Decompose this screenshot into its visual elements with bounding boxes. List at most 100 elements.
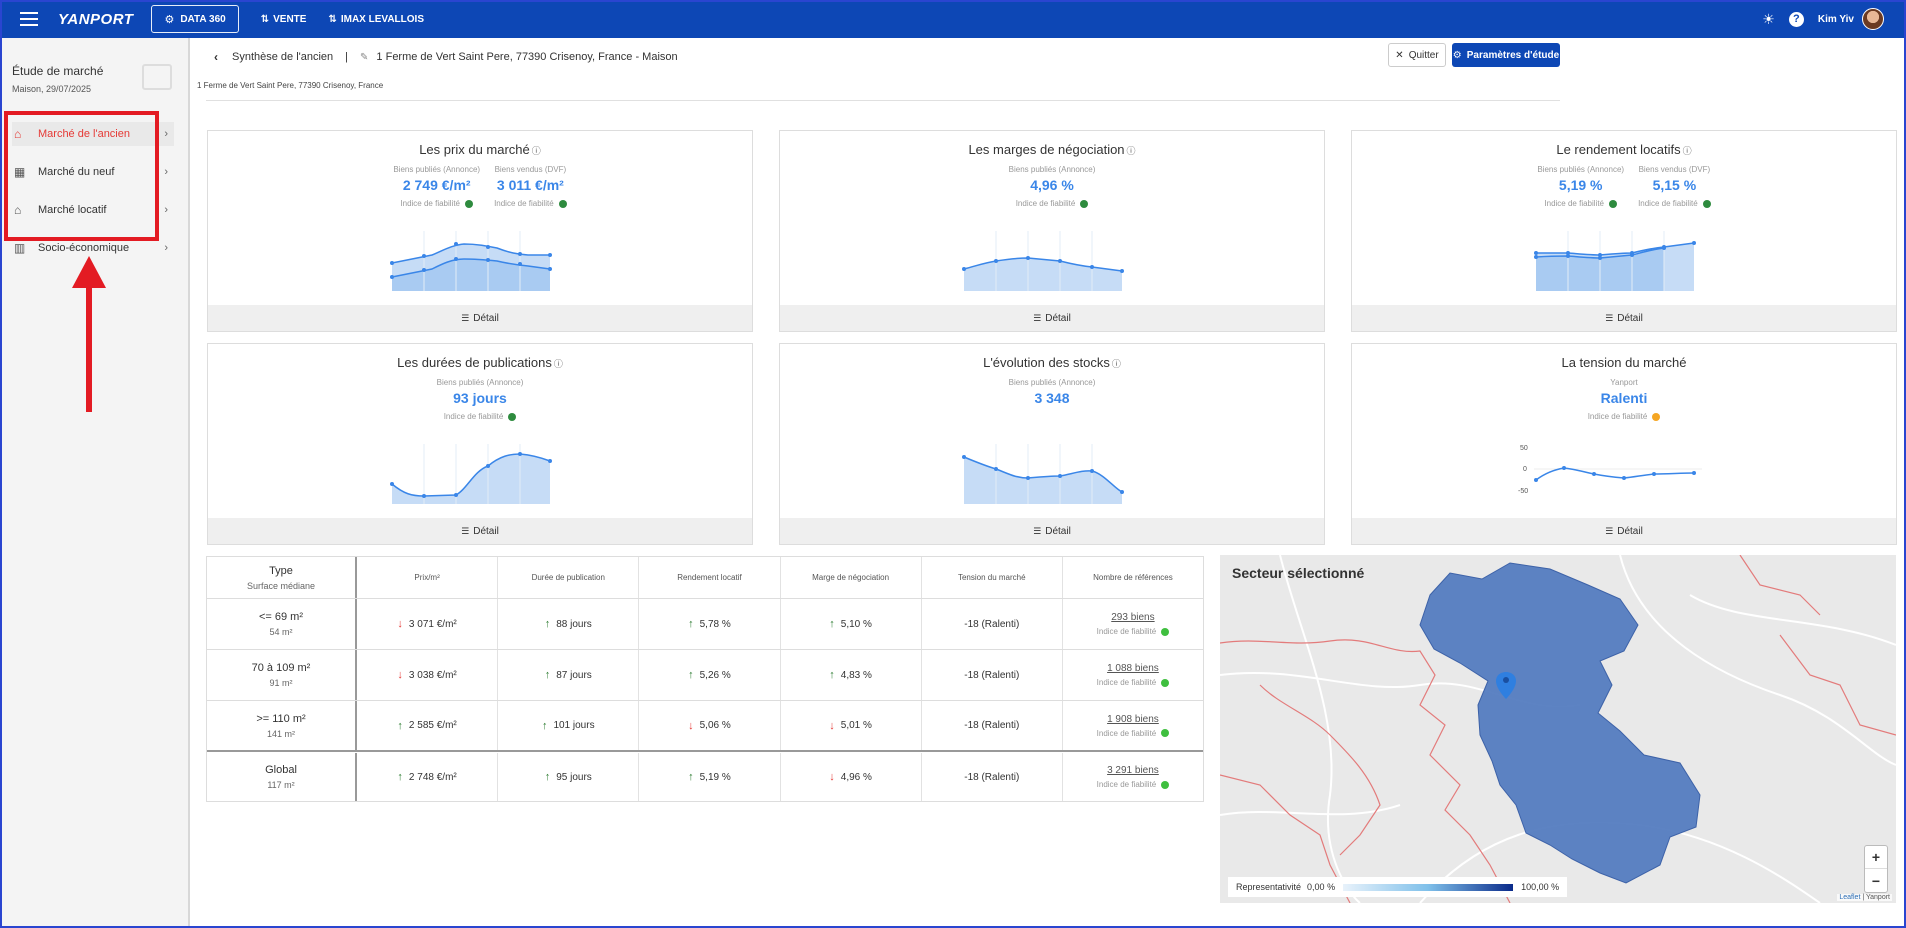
tenant-icon: ⌂ — [14, 203, 22, 217]
metric-label: Biens vendus (DVF) — [1638, 165, 1711, 174]
info-icon[interactable]: ⓘ — [531, 146, 541, 156]
cell-rendement: 5,19 % — [699, 771, 731, 783]
card-title: Les durées de publications — [397, 355, 552, 370]
building-icon: ▦ — [14, 165, 26, 179]
legend-min: 0,00 % — [1307, 882, 1336, 892]
sidebar-item-socio[interactable]: ▥ Socio-économique › — [12, 236, 174, 260]
close-icon: ✕ — [1395, 49, 1404, 61]
reliability-dot — [1161, 780, 1170, 789]
study-subtitle: Maison, 29/07/2025 — [12, 84, 92, 94]
row-type: >= 110 m² — [256, 712, 306, 725]
map-canvas[interactable] — [1220, 555, 1896, 903]
cell-rendement: 5,78 % — [699, 618, 731, 630]
detail-icon: ☰ — [461, 525, 470, 536]
row-type: <= 69 m² — [258, 611, 304, 623]
zoom-out-button[interactable]: − — [1871, 872, 1881, 889]
detail-button[interactable]: ☰ Détail — [1352, 518, 1896, 544]
row-type: 70 à 109 m² — [251, 662, 311, 674]
arrow-down-icon: ↓ — [688, 719, 694, 732]
reliability-dot — [1080, 199, 1089, 208]
arrow-up-icon: ↑ — [688, 618, 694, 630]
arrow-down-icon: ↓ — [397, 669, 403, 681]
breadcrumb-section[interactable]: Synthèse de l'ancien — [232, 51, 334, 63]
sector-map[interactable]: Secteur sélectionné + − Representativité… — [1220, 555, 1896, 903]
vente-link[interactable]: ⇅ VENTE — [261, 14, 307, 25]
edit-icon[interactable]: ✎ — [360, 51, 369, 63]
card-title: Les marges de négociation — [968, 142, 1125, 157]
breadcrumb: ‹ Synthèse de l'ancien | ✎ 1 Ferme de Ve… — [192, 50, 678, 64]
detail-icon: ☰ — [1033, 525, 1042, 536]
card-rendement: Le rendement locatifs ⓘ Biens publiés (An… — [1351, 130, 1897, 332]
study-params-button[interactable]: ⚙ Paramètres d'étude — [1452, 43, 1560, 67]
refs-link[interactable]: 1 088 biens — [1107, 663, 1159, 674]
detail-button[interactable]: ☰ Détail — [780, 305, 1324, 331]
zoom-control: + − — [1864, 845, 1888, 893]
reliability-label: Indice de fiabilité — [1096, 728, 1157, 738]
tick-label: 0 — [1523, 466, 1527, 473]
sidebar-item-neuf[interactable]: ▦ Marché du neuf › — [12, 160, 174, 184]
imax-label: IMAX LEVALLOIS — [340, 13, 424, 25]
user-name[interactable]: Kim Yiv — [1817, 13, 1854, 25]
col-header: Durée de publication — [498, 557, 640, 598]
zoom-in-button[interactable]: + — [1865, 846, 1887, 869]
imax-link[interactable]: ⇅ IMAX LEVALLOIS — [328, 14, 424, 25]
arrow-up-icon: ↑ — [397, 771, 403, 783]
row-surface: 91 m² — [269, 678, 293, 688]
info-icon[interactable]: ⓘ — [553, 359, 563, 369]
data360-button[interactable]: ⚙ DATA 360 — [151, 5, 239, 33]
attribution-text: | Yanport — [1862, 894, 1890, 901]
sidebar-item-ancien[interactable]: ⌂ Marché de l'ancien › — [12, 122, 174, 146]
info-icon[interactable]: ⓘ — [1682, 146, 1692, 156]
annotation-highlight-box — [4, 111, 159, 241]
cell-prix: 3 071 €/m² — [408, 618, 457, 630]
legend-max: 100,00 % — [1521, 882, 1560, 892]
swap-icon: ⇅ — [260, 13, 270, 25]
arrow-up-icon: ↑ — [544, 669, 551, 681]
metric-value: Ralenti — [1600, 390, 1648, 406]
refs-link[interactable]: 3 291 biens — [1107, 765, 1159, 776]
metric-value: 5,15 % — [1652, 177, 1697, 193]
metric-value: 3 011 €/m² — [496, 177, 564, 193]
info-icon[interactable]: ⓘ — [1111, 359, 1121, 369]
back-chevron-icon[interactable]: ‹ — [214, 50, 218, 64]
header-divider — [206, 100, 1560, 101]
cell-duree: 95 jours — [556, 771, 592, 783]
metric-value: 2 749 €/m² — [402, 177, 471, 193]
cell-tension: -18 (Ralenti) — [964, 618, 1020, 630]
refs-link[interactable]: 293 biens — [1111, 612, 1155, 623]
card-durees: Les durées de publications ⓘ Biens publié… — [207, 343, 753, 545]
col-header: Marge de négociation — [781, 557, 922, 598]
reliability-dot — [558, 199, 567, 208]
card-title: Les prix du marché — [419, 142, 530, 157]
sidebar-item-locatif[interactable]: ⌂ Marché locatif › — [12, 198, 174, 222]
cell-duree: 88 jours — [556, 618, 592, 630]
arrow-up-icon: ↑ — [544, 771, 551, 783]
quit-button[interactable]: ✕ Quitter — [1388, 43, 1446, 67]
card-title: L'évolution des stocks — [983, 355, 1110, 370]
menu-icon[interactable] — [20, 12, 38, 26]
detail-button[interactable]: ☰ Détail — [1352, 305, 1896, 331]
detail-button[interactable]: ☰ Détail — [780, 518, 1324, 544]
logo[interactable]: YANPORT — [58, 10, 134, 28]
metric-label: Biens publiés (Annonce) — [1537, 165, 1625, 174]
cell-duree: 87 jours — [556, 669, 592, 681]
chevron-right-icon: › — [164, 166, 168, 178]
info-icon[interactable]: ⓘ — [1126, 146, 1136, 156]
sidebar-item-label: Socio-économique — [38, 242, 130, 254]
detail-label: Détail — [473, 525, 499, 537]
help-icon[interactable]: ? — [1788, 11, 1804, 27]
col-header: Rendement locatif — [639, 557, 781, 598]
detail-button[interactable]: ☰ Détail — [208, 518, 752, 544]
main-content: ‹ Synthèse de l'ancien | ✎ 1 Ferme de Ve… — [192, 38, 1904, 926]
params-label: Paramètres d'étude — [1466, 49, 1560, 61]
detail-button[interactable]: ☰ Détail — [208, 305, 752, 331]
leaflet-link[interactable]: Leaflet — [1839, 894, 1861, 901]
chart-tension: 50 0 -50 — [1518, 445, 1702, 495]
theme-toggle-icon[interactable]: ☀ — [1762, 10, 1775, 27]
metric-label: Yanport — [1610, 378, 1638, 387]
avatar[interactable] — [1862, 8, 1884, 30]
table-row: >= 110 m² 141 m² ↑ 2 585 €/m² ↑ 101 jours ↓… — [207, 701, 1203, 752]
refs-link[interactable]: 1 908 biens — [1107, 713, 1159, 725]
reliability-label: Indice de fiabilité — [494, 199, 554, 208]
address-title: 1 Ferme de Vert Saint Pere, 77390 Crisen… — [376, 51, 678, 63]
